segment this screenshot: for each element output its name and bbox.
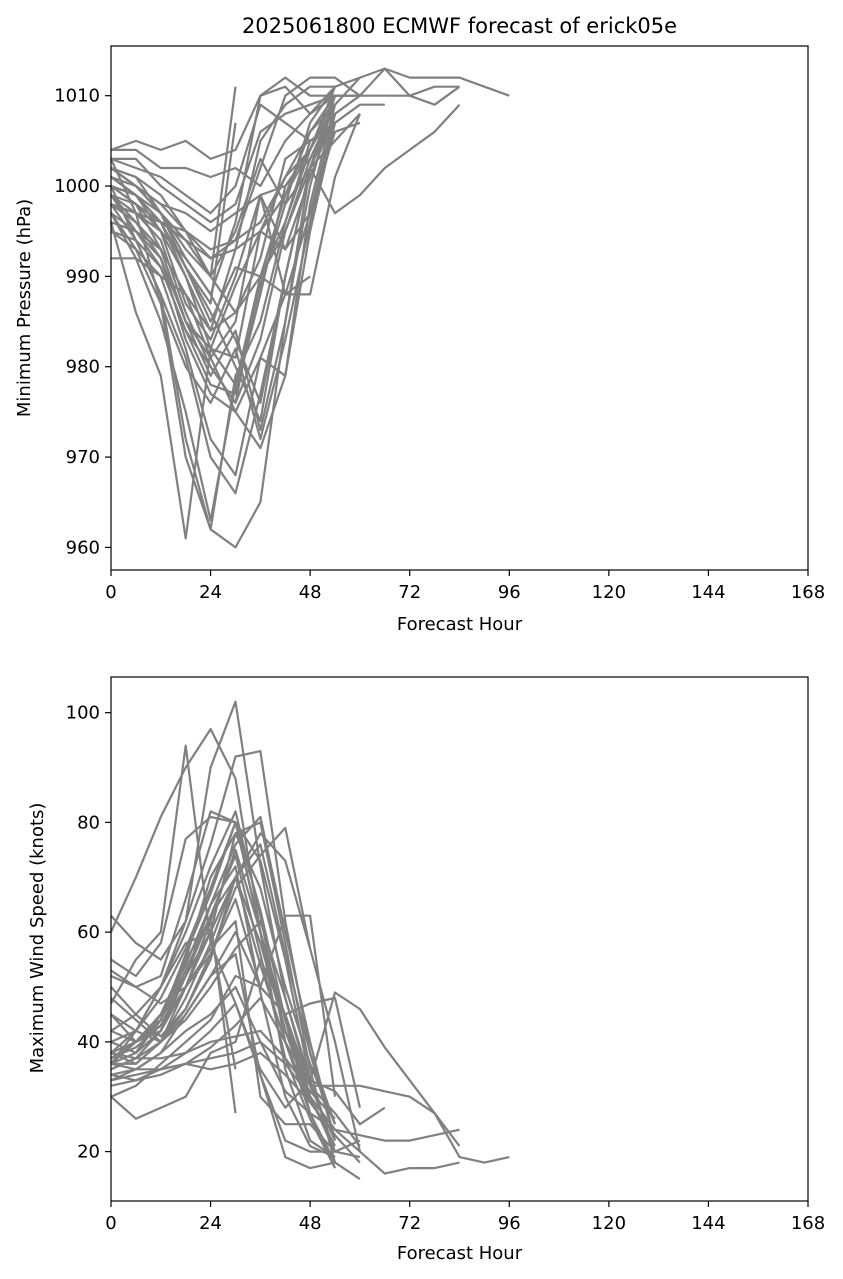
pressure-member-line-32 [110, 94, 361, 404]
wind-x-tick-label: 120 [592, 1213, 626, 1234]
pressure-x-ticks: 0 24 48 72 96 120 144 168 [105, 570, 825, 603]
pressure-member-line-17 [110, 113, 361, 359]
wind-panel: 0 24 48 72 96 120 144 168 20 40 60 80 100 Forecast … [27, 676, 825, 1264]
pressure-y-tick-label: 960 [66, 537, 100, 558]
pressure-x-tick-label: 0 [105, 582, 116, 603]
wind-member-line-3 [110, 991, 461, 1147]
wind-x-tick-label: 24 [199, 1213, 222, 1234]
wind-y-ticks: 20 40 60 80 100 [66, 703, 111, 1163]
pressure-y-tick-label: 990 [66, 266, 100, 287]
wind-member-line-25 [110, 749, 337, 1141]
pressure-member-line-5 [110, 103, 385, 215]
wind-x-tick-label: 0 [105, 1213, 116, 1234]
wind-member-line-12 [110, 898, 361, 1108]
wind-x-tick-label: 72 [398, 1213, 421, 1234]
wind-member-line-18 [110, 826, 312, 1005]
pressure-axes-frame [110, 45, 809, 571]
wind-member-line-32 [110, 996, 361, 1147]
pressure-y-ticks: 960 970 980 990 1000 1010 [54, 86, 111, 558]
wind-x-tick-label: 144 [691, 1213, 725, 1234]
pressure-y-tick-label: 1000 [54, 176, 100, 197]
wind-member-line-26 [110, 832, 337, 1125]
wind-member-line-14 [110, 810, 336, 1164]
wind-member-line-29 [110, 744, 361, 1181]
wind-axes-frame [110, 676, 809, 1202]
pressure-member-line-23 [110, 113, 337, 441]
pressure-member-line-8 [110, 85, 360, 296]
wind-member-line-24 [110, 821, 337, 1152]
wind-y-tick-label: 20 [77, 1142, 100, 1163]
wind-member-line-31 [110, 815, 337, 1169]
wind-plot-area [109, 700, 510, 1181]
pressure-member-line-34 [110, 103, 336, 251]
chart-title: 2025061800 ECMWF forecast of erick05e [242, 14, 677, 38]
wind-member-line-28 [110, 700, 337, 1142]
pressure-x-tick-label: 72 [398, 582, 421, 603]
wind-x-ticks: 0 24 48 72 96 120 144 168 [105, 1201, 825, 1234]
wind-y-tick-label: 80 [77, 812, 100, 833]
pressure-y-tick-label: 1010 [54, 86, 100, 107]
pressure-x-tick-label: 144 [691, 582, 725, 603]
pressure-x-tick-label: 120 [592, 582, 626, 603]
pressure-y-tick-label: 980 [66, 357, 100, 378]
pressure-member-line-31 [110, 86, 337, 531]
pressure-y-axis-label: Minimum Pressure (hPa) [14, 199, 35, 417]
wind-member-line-30 [109, 727, 336, 1159]
wind-y-axis-label: Maximum Wind Speed (knots) [27, 803, 48, 1074]
wind-x-tick-label: 96 [498, 1213, 521, 1234]
pressure-member-line-29 [109, 76, 361, 540]
wind-member-line-20 [110, 848, 312, 1098]
wind-y-tick-label: 40 [77, 1032, 100, 1053]
pressure-y-tick-label: 970 [66, 447, 100, 468]
pressure-member-line-2 [111, 67, 461, 188]
wind-y-tick-label: 60 [77, 922, 100, 943]
pressure-x-axis-label: Forecast Hour [397, 614, 523, 635]
pressure-member-line-33 [110, 113, 337, 260]
wind-member-line-34 [110, 1029, 336, 1120]
pressure-member-line-18 [110, 194, 311, 332]
wind-x-tick-label: 168 [791, 1213, 825, 1234]
pressure-member-line-35 [110, 122, 336, 233]
pressure-member-line-24 [110, 104, 337, 450]
wind-member-line-33 [110, 1040, 336, 1131]
pressure-member-line-15 [110, 95, 336, 395]
pressure-plot-area [109, 67, 510, 549]
pressure-member-line-30 [110, 95, 337, 549]
pressure-member-line-1 [110, 67, 510, 160]
wind-member-line-4 [110, 985, 460, 1142]
pressure-member-line-16 [110, 131, 337, 341]
wind-y-tick-label: 100 [66, 703, 100, 724]
pressure-x-tick-label: 96 [498, 582, 521, 603]
pressure-x-tick-label: 168 [791, 582, 825, 603]
wind-member-line-35 [110, 1051, 336, 1136]
pressure-x-tick-label: 24 [199, 582, 222, 603]
pressure-panel: 2025061800 ECMWF forecast of erick05e 0 2… [14, 14, 825, 635]
wind-x-tick-label: 48 [299, 1213, 322, 1234]
wind-x-axis-label: Forecast Hour [397, 1243, 523, 1264]
pressure-member-line-20 [110, 140, 312, 404]
pressure-x-tick-label: 48 [299, 582, 322, 603]
pressure-member-line-4 [111, 85, 460, 224]
